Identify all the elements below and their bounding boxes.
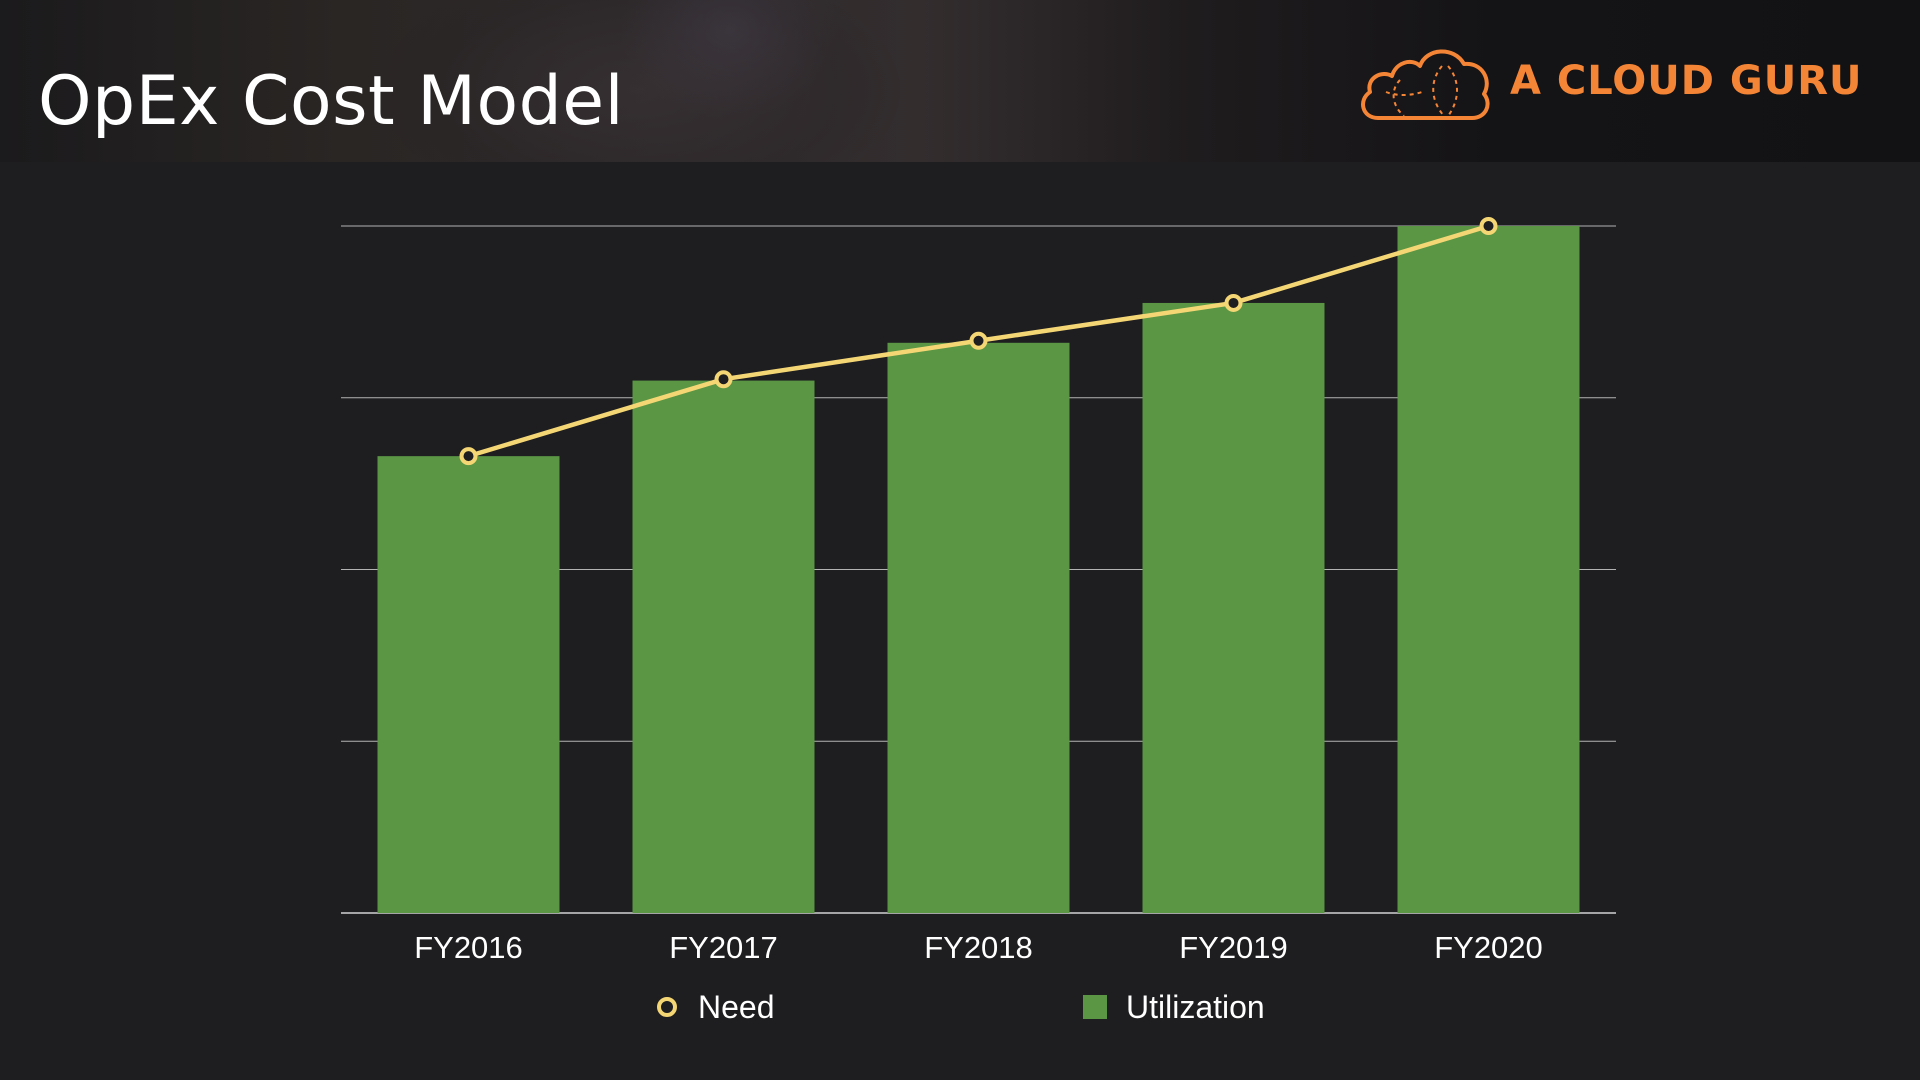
need-point-fy2016 <box>459 447 478 466</box>
utilization-bar-fy2016 <box>377 456 560 913</box>
bars <box>377 226 1580 914</box>
utilization-bar-fy2018 <box>887 342 1070 913</box>
x-tick-label: FY2017 <box>669 930 778 965</box>
need-point-fy2017 <box>714 370 733 389</box>
slide-header: OpEx Cost Model A CLOUD GURU <box>0 0 1920 162</box>
x-tick-label: FY2019 <box>1179 930 1288 965</box>
legend-utilization-label: Utilization <box>1126 989 1265 1025</box>
header-background-figure <box>380 0 900 162</box>
utilization-bar-fy2019 <box>1142 302 1325 914</box>
x-tick-label: FY2018 <box>924 930 1033 965</box>
legend-utilization-swatch <box>1083 995 1107 1019</box>
cloud-icon <box>1361 49 1490 120</box>
utilization-bar-fy2020 <box>1397 226 1580 913</box>
brand-logo: A CLOUD GURU <box>1356 40 1863 122</box>
page-title: OpEx Cost Model <box>38 62 624 141</box>
legend-need-marker <box>657 997 677 1017</box>
legend: Need Utilization <box>657 989 1265 1025</box>
need-point-fy2020 <box>1479 217 1498 235</box>
need-point-fy2018 <box>969 331 988 350</box>
need-line <box>459 217 1498 466</box>
need-point-fy2019 <box>1224 293 1243 312</box>
x-axis-ticks: FY2016 FY2017 FY2018 FY2019 FY2020 <box>414 930 1543 965</box>
brand-name: A CLOUD GURU <box>1510 58 1863 104</box>
x-tick-label: FY2016 <box>414 930 523 965</box>
x-tick-label: FY2020 <box>1434 930 1543 965</box>
utilization-bar-fy2017 <box>632 380 815 913</box>
legend-need-label: Need <box>698 989 775 1025</box>
